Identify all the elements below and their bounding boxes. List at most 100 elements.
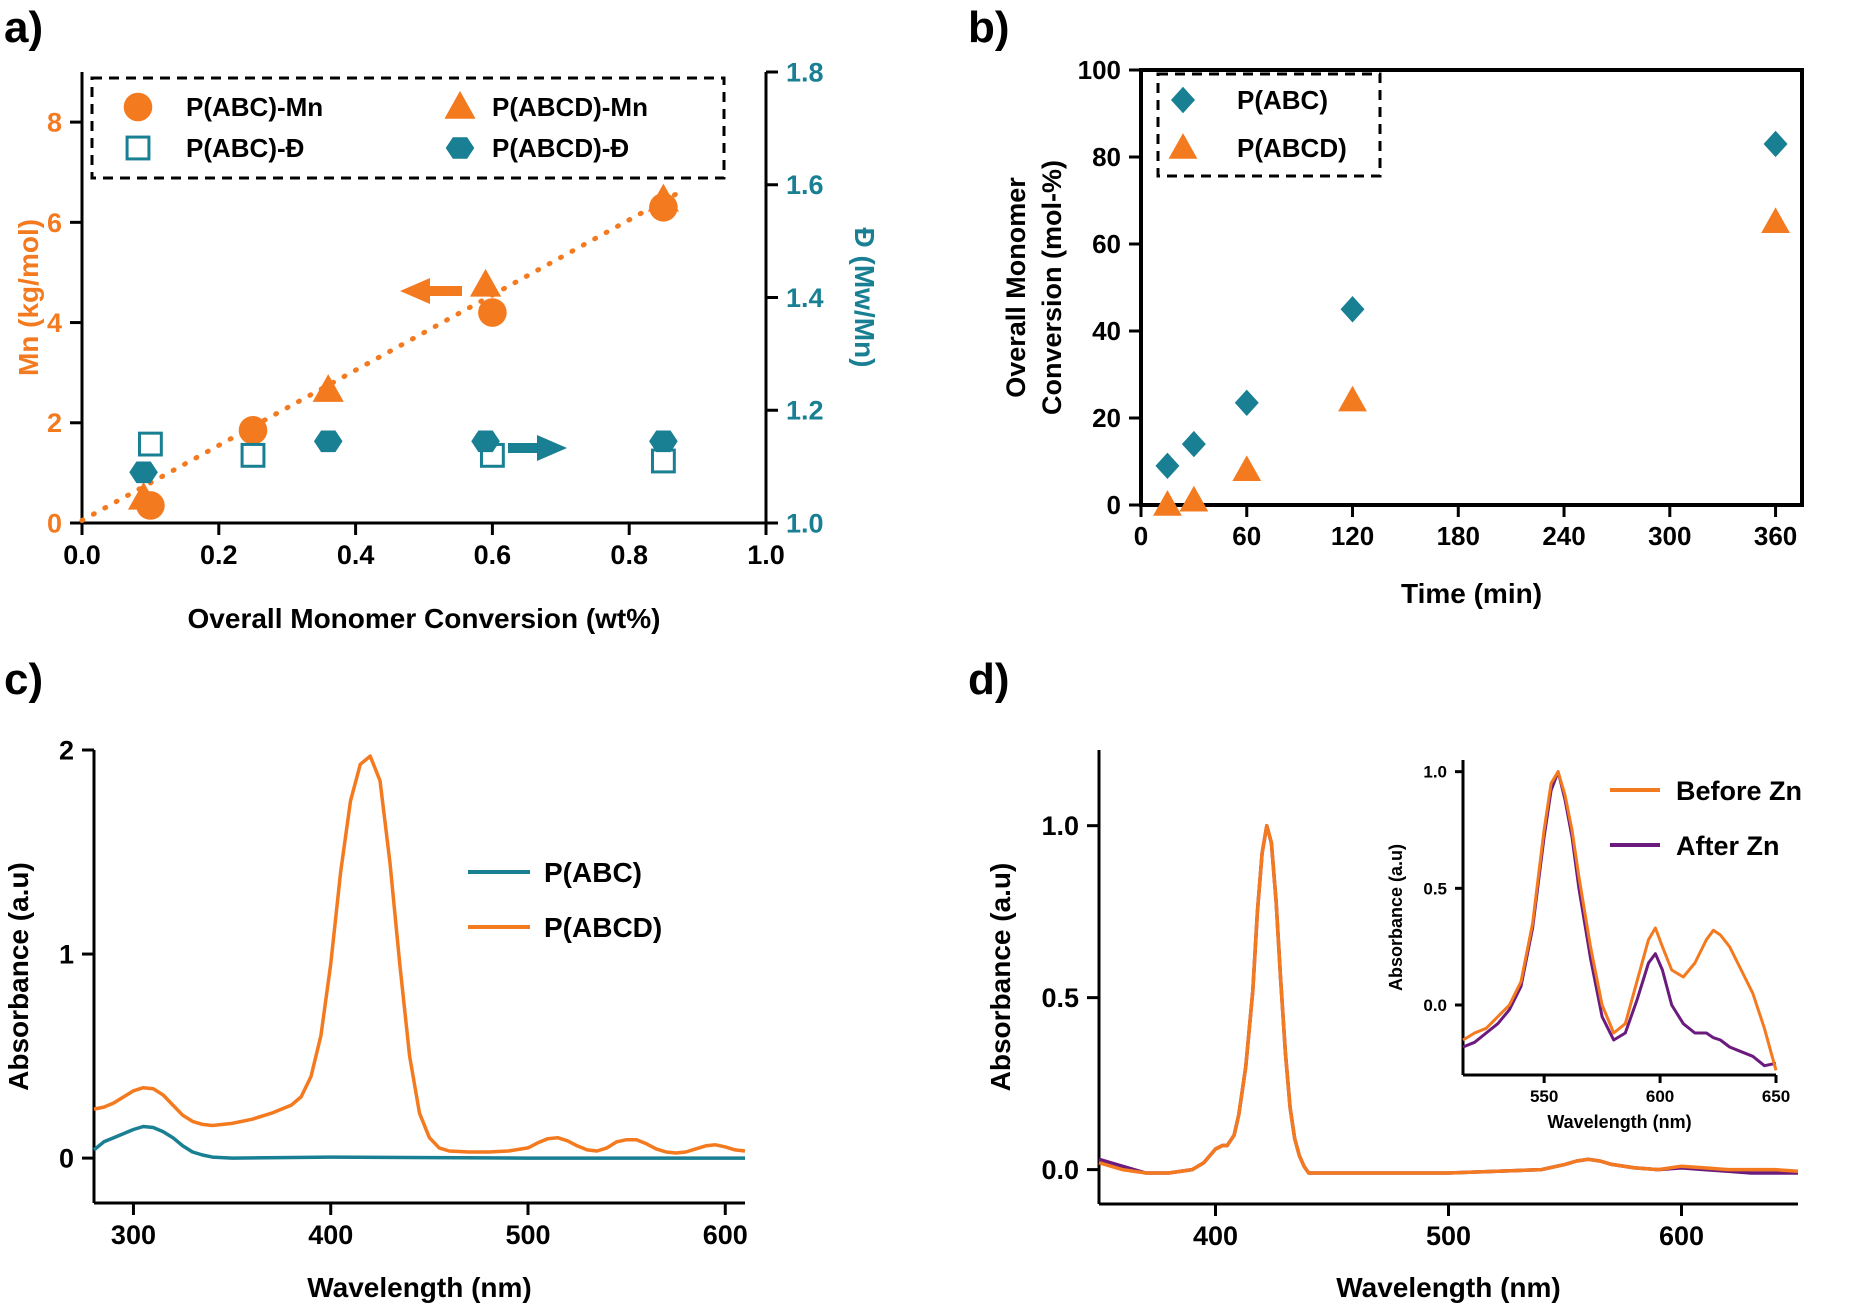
panel-b-ytick-label: 100 bbox=[1078, 55, 1121, 85]
panel-a-xtick-label: 0.8 bbox=[610, 540, 648, 570]
panel-d-inset-xtick-label: 650 bbox=[1762, 1087, 1790, 1106]
panel-a-ytick-label: 1.2 bbox=[786, 396, 824, 426]
panel-b-data-point bbox=[1181, 430, 1206, 458]
panel-a-xtick-label: 0.0 bbox=[63, 540, 101, 570]
panel-c-y-axis-title: Absorbance (a.u) bbox=[3, 862, 34, 1091]
panel-d-inset-ytick-label: 0.0 bbox=[1423, 996, 1447, 1015]
panel-b: b) 0 60 120 180 240 300 360 0 20 40 60 80 100 Time (mi… bbox=[968, 3, 1804, 609]
panel-a-data-point bbox=[469, 268, 502, 297]
panel-b-legend-label: P(ABCD) bbox=[1237, 133, 1347, 163]
panel-d-inset-xtick-label: 550 bbox=[1530, 1087, 1558, 1106]
panel-b-data-point bbox=[1763, 130, 1788, 158]
panel-b-xtick-label: 0 bbox=[1134, 521, 1148, 551]
panel-a-legend-marker bbox=[125, 135, 151, 161]
panel-a-legend-marker bbox=[123, 92, 153, 122]
panel-d-inset-ytick-label: 0.5 bbox=[1423, 879, 1447, 898]
panel-b-data-point bbox=[1340, 296, 1365, 323]
panel-a-data-point bbox=[647, 183, 679, 212]
panel-d-series-line bbox=[1098, 823, 1799, 1175]
panel-a-xtick-label: 1.0 bbox=[747, 540, 785, 570]
panel-d-xtick-label: 400 bbox=[1193, 1221, 1238, 1251]
panel-a-data-point bbox=[471, 430, 500, 453]
panel-a-right-axis-title: Đ (Mw/Mn) bbox=[849, 228, 880, 368]
panel-d-legend-label: Before Zn bbox=[1676, 776, 1802, 806]
panel-a-left-axis-title: Mn (kg/mol) bbox=[13, 219, 44, 376]
panel-d-inset-series-line bbox=[1462, 770, 1778, 1071]
panel-d-inset-xtick-label: 600 bbox=[1646, 1087, 1674, 1106]
panel-a-ytick-label: 2 bbox=[47, 408, 62, 438]
panel-d-label: d) bbox=[968, 655, 1010, 704]
panel-b-ytick-label: 80 bbox=[1092, 142, 1121, 172]
panel-b-data-point bbox=[1338, 385, 1367, 412]
panel-b-data-point bbox=[1234, 389, 1259, 416]
panel-b-xtick-label: 360 bbox=[1754, 521, 1797, 551]
panel-b-ytick-label: 0 bbox=[1107, 490, 1121, 520]
panel-b-legend-marker bbox=[1168, 133, 1198, 159]
panel-a-legend-label: P(ABC)-Đ bbox=[186, 133, 304, 163]
panel-c-xtick-label: 400 bbox=[308, 1220, 353, 1250]
panel-b-data-point bbox=[1179, 485, 1209, 512]
panel-c-legend-label: P(ABCD) bbox=[544, 912, 662, 943]
panel-a-data-point bbox=[127, 481, 160, 510]
panel-d-y-axis-title: Absorbance (a.u) bbox=[985, 863, 1016, 1092]
panel-a-ytick-label: 1.0 bbox=[786, 508, 824, 538]
panel-b-xtick-label: 180 bbox=[1437, 521, 1480, 551]
panel-a-left-arrow-icon bbox=[400, 278, 462, 304]
panel-d-inset-y-axis-title: Absorbance (a.u) bbox=[1386, 844, 1406, 991]
panel-c-xtick-label: 500 bbox=[505, 1220, 550, 1250]
panel-d-inset-x-axis-title: Wavelength (nm) bbox=[1547, 1112, 1691, 1132]
panel-a-data-point bbox=[240, 442, 266, 468]
panel-a: a) 0.0 0.2 0.4 0.6 0.8 1.0 0 2 4 6 8 1.0 1.2 1.4 1.6 1.8… bbox=[4, 3, 880, 634]
panel-d-x-axis-title: Wavelength (nm) bbox=[1336, 1272, 1561, 1303]
panel-d-inset-ytick-label: 1.0 bbox=[1423, 763, 1447, 782]
panel-a-data-point bbox=[312, 374, 344, 402]
panel-a-legend-label: P(ABCD)-Mn bbox=[492, 92, 648, 122]
panel-a-xtick-label: 0.6 bbox=[474, 540, 512, 570]
panel-d-xtick-label: 600 bbox=[1659, 1221, 1704, 1251]
panel-a-right-arrow-icon bbox=[508, 435, 567, 461]
panel-c-ytick-label: 1 bbox=[59, 940, 74, 970]
panel-c-legend-label: P(ABC) bbox=[544, 857, 642, 888]
panel-d-legend-label: After Zn bbox=[1676, 831, 1780, 861]
panel-b-xtick-label: 300 bbox=[1648, 521, 1691, 551]
panel-b-ytick-label: 60 bbox=[1092, 229, 1121, 259]
panel-a-data-point bbox=[649, 430, 678, 453]
panel-b-label: b) bbox=[968, 3, 1010, 52]
panel-a-ytick-label: 1.6 bbox=[786, 170, 824, 200]
panel-a-ytick-label: 8 bbox=[47, 108, 62, 138]
panel-b-data-point bbox=[1155, 452, 1180, 480]
panel-a-ytick-label: 0 bbox=[47, 508, 62, 538]
panel-d: d) 400 500 600 0.0 0.5 1.0 Wavelength (nm) Absor… bbox=[968, 655, 1802, 1303]
panel-c-series-line bbox=[93, 754, 746, 1155]
panel-d-inset: 550 600 650 0.0 0.5 1.0 Wavelength (nm) Absorba… bbox=[1386, 760, 1790, 1132]
panel-d-ytick-label: 0.5 bbox=[1041, 983, 1079, 1013]
panel-a-legend-label: P(ABCD)-Đ bbox=[492, 133, 629, 163]
panel-d-inset-series-line bbox=[1462, 770, 1777, 1068]
panel-a-ytick-label: 6 bbox=[47, 208, 62, 238]
panel-c-label: c) bbox=[4, 655, 43, 704]
panel-b-legend-marker bbox=[1171, 86, 1195, 114]
panel-a-legend-marker bbox=[445, 137, 475, 159]
panel-c-xtick-label: 300 bbox=[111, 1220, 156, 1250]
panel-c-ytick-label: 2 bbox=[59, 735, 74, 765]
panel-a-data-point bbox=[137, 431, 163, 457]
panel-b-xtick-label: 120 bbox=[1331, 521, 1374, 551]
panel-d-series-line bbox=[1098, 823, 1798, 1175]
panel-c-ytick-label: 0 bbox=[59, 1144, 74, 1174]
panel-a-ytick-label: 1.8 bbox=[786, 57, 824, 87]
panel-b-legend-box bbox=[1156, 72, 1382, 178]
panel-d-ytick-label: 1.0 bbox=[1041, 811, 1079, 841]
panel-b-data-point bbox=[1153, 490, 1182, 516]
panel-a-ytick-label: 1.4 bbox=[786, 283, 824, 313]
panel-b-y-axis-title: Overall Monomer Conversion (mol-%) bbox=[1001, 160, 1067, 415]
panel-b-x-axis-title: Time (min) bbox=[1401, 578, 1542, 609]
panel-a-legend-marker bbox=[444, 90, 476, 119]
panel-a-label: a) bbox=[4, 3, 43, 52]
panel-d-ytick-label: 0.0 bbox=[1041, 1155, 1079, 1185]
panel-b-xtick-label: 60 bbox=[1232, 521, 1261, 551]
panel-a-x-axis-title: Overall Monomer Conversion (wt%) bbox=[188, 603, 661, 634]
panel-c-series-line bbox=[92, 1124, 745, 1160]
panel-b-data-point bbox=[1232, 455, 1262, 481]
panel-a-legend-box bbox=[90, 76, 726, 180]
